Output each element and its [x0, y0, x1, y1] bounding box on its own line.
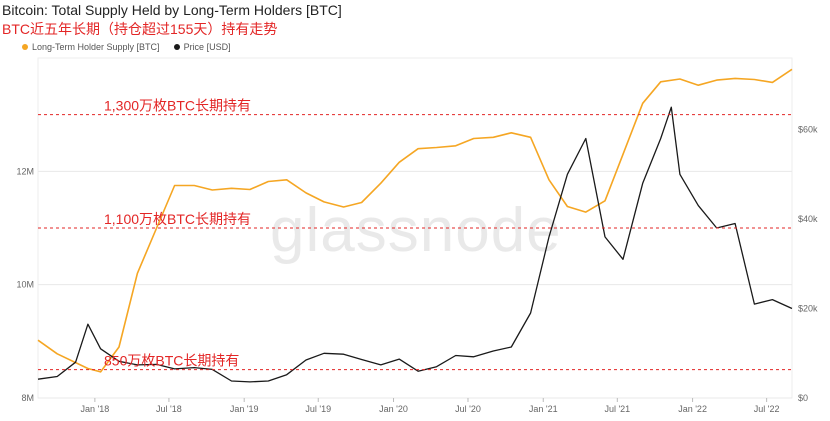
x-tick-label: Jan '20 — [379, 404, 408, 414]
x-tick-label: Jul '20 — [455, 404, 481, 414]
x-tick-label: Jan '18 — [80, 404, 109, 414]
annotation-label: 1,100万枚BTC长期持有 — [104, 211, 251, 227]
chart-legend: Long-Term Holder Supply [BTC] Price [USD… — [22, 42, 231, 52]
legend-item-supply[interactable]: Long-Term Holder Supply [BTC] — [22, 42, 160, 52]
x-tick-label: Jul '19 — [305, 404, 331, 414]
annotation-label: 1,300万枚BTC长期持有 — [104, 98, 251, 114]
y-left-tick-label: 12M — [16, 166, 34, 176]
annotation-label: 850万枚BTC长期持有 — [104, 353, 239, 369]
x-tick-label: Jan '22 — [678, 404, 707, 414]
y-left-tick-label: 8M — [21, 393, 34, 403]
supply-series-line — [37, 68, 793, 373]
watermark-logo: glassnode — [270, 196, 562, 265]
y-right-tick-label: $20k — [798, 304, 818, 314]
x-tick-label: Jul '21 — [604, 404, 630, 414]
supply-legend-dot-icon — [22, 44, 28, 50]
x-tick-label: Jul '18 — [156, 404, 182, 414]
x-tick-label: Jan '19 — [230, 404, 259, 414]
chart-subtitle: BTC近五年长期（持仓超过155天）持有走势 — [2, 21, 278, 37]
y-right-tick-label: $60k — [798, 125, 818, 135]
legend-label-price: Price [USD] — [183, 42, 231, 52]
x-tick-label: Jan '21 — [529, 404, 558, 414]
y-left-tick-label: 10M — [16, 280, 34, 290]
y-right-tick-label: $0 — [798, 393, 808, 403]
legend-item-price[interactable]: Price [USD] — [173, 42, 231, 52]
y-right-tick-label: $40k — [798, 214, 818, 224]
price-series-line — [37, 106, 793, 383]
x-tick-label: Jul '22 — [754, 404, 780, 414]
price-legend-dot-icon — [173, 44, 180, 50]
legend-label-supply: Long-Term Holder Supply [BTC] — [32, 42, 160, 52]
chart-title: Bitcoin: Total Supply Held by Long-Term … — [2, 2, 342, 18]
